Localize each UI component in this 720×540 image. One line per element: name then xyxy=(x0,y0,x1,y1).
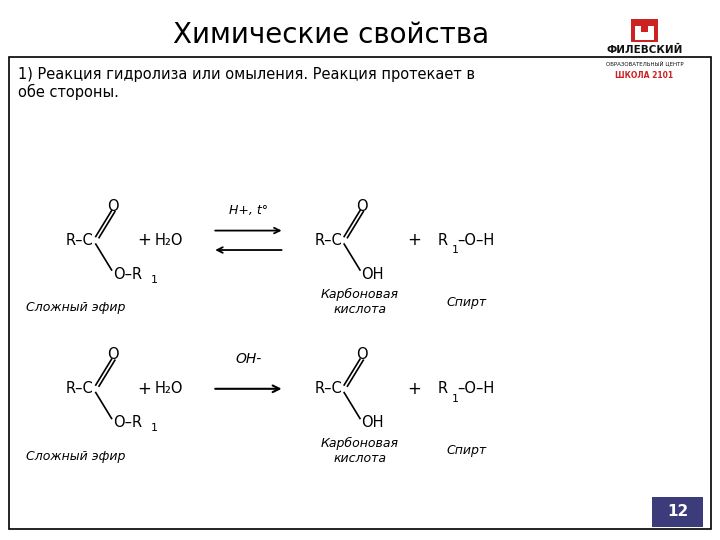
Text: 1: 1 xyxy=(150,423,158,433)
Text: 1: 1 xyxy=(452,394,459,403)
Text: +: + xyxy=(407,231,421,249)
Text: R–C: R–C xyxy=(66,381,94,396)
Text: H₂O: H₂O xyxy=(155,381,184,396)
Text: 12: 12 xyxy=(667,504,688,519)
Text: O: O xyxy=(356,199,367,214)
Text: R–C: R–C xyxy=(314,233,342,248)
Text: Спирт: Спирт xyxy=(446,296,487,309)
Text: H+, t°: H+, t° xyxy=(229,204,268,217)
Text: O: O xyxy=(107,199,119,214)
Text: R–C: R–C xyxy=(66,233,94,248)
Text: OH: OH xyxy=(361,415,384,430)
Text: O: O xyxy=(356,347,367,362)
Bar xyxy=(9,57,711,529)
Text: O–R: O–R xyxy=(113,267,142,282)
Text: +: + xyxy=(137,231,151,249)
Text: R–C: R–C xyxy=(314,381,342,396)
Text: Сложный эфир: Сложный эфир xyxy=(26,450,125,463)
Bar xyxy=(652,497,703,526)
Text: +: + xyxy=(137,380,151,398)
Text: R: R xyxy=(438,381,448,396)
Text: 1: 1 xyxy=(452,245,459,255)
Bar xyxy=(635,26,654,39)
Bar xyxy=(641,26,648,32)
Text: +: + xyxy=(407,380,421,398)
Text: O: O xyxy=(107,347,119,362)
Text: –O–H: –O–H xyxy=(457,233,495,248)
Bar xyxy=(631,19,658,42)
Text: –O–H: –O–H xyxy=(457,381,495,396)
Text: 1: 1 xyxy=(150,275,158,285)
Text: 1) Реакция гидролиза или омыления. Реакция протекает в: 1) Реакция гидролиза или омыления. Реакц… xyxy=(18,68,475,83)
Text: Спирт: Спирт xyxy=(446,444,487,457)
Text: Карбоновая
кислота: Карбоновая кислота xyxy=(321,437,399,465)
Text: H₂O: H₂O xyxy=(155,233,184,248)
Text: OH-: OH- xyxy=(235,352,261,366)
Text: Химические свойства: Химические свойства xyxy=(173,21,490,49)
Text: R: R xyxy=(438,233,448,248)
Text: ОБРАЗОВАТЕЛЬНЫЙ ЦЕНТР: ОБРАЗОВАТЕЛЬНЫЙ ЦЕНТР xyxy=(606,60,683,66)
Text: Сложный эфир: Сложный эфир xyxy=(26,301,125,314)
Text: O–R: O–R xyxy=(113,415,142,430)
Text: ФИЛЕВСКИЙ: ФИЛЕВСКИЙ xyxy=(606,45,683,55)
Text: Карбоновая
кислота: Карбоновая кислота xyxy=(321,288,399,316)
Text: обе стороны.: обе стороны. xyxy=(18,84,119,100)
Text: OH: OH xyxy=(361,267,384,282)
Text: ШКОЛА 2101: ШКОЛА 2101 xyxy=(616,71,673,80)
